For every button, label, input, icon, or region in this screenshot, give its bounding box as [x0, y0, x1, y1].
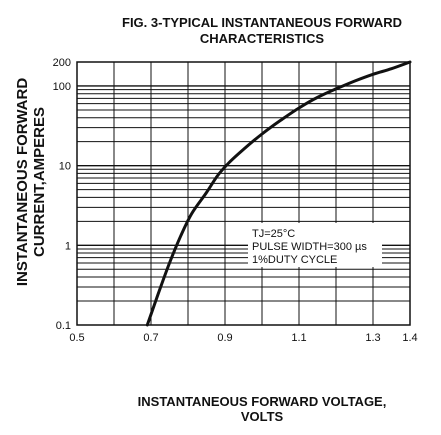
y-tick-label: 0.1 [56, 320, 71, 332]
y-tick-label: 200 [53, 57, 71, 69]
x-tick-label: 1.3 [365, 332, 380, 344]
x-axis-label-line-2: VOLTS [241, 409, 284, 424]
annotation-pulse-width: PULSE WIDTH=300 µs [252, 241, 367, 253]
annotation-box [248, 223, 382, 267]
x-tick-label: 0.5 [69, 332, 84, 344]
x-tick-label: 0.7 [143, 332, 158, 344]
x-axis-label-line-1: INSTANTANEOUS FORWARD VOLTAGE, [138, 394, 387, 409]
y-tick-labels: 0.1 1 10 100 200 [53, 57, 71, 332]
annotation-temperature: TJ=25°C [252, 228, 295, 240]
y-tick-label: 1 [65, 240, 71, 252]
x-tick-label: 1.1 [291, 332, 306, 344]
x-tick-label: 0.9 [217, 332, 232, 344]
grid [77, 62, 410, 325]
forward-current-curve [145, 60, 412, 327]
chart-title-line-2: CHARACTERISTICS [200, 31, 325, 46]
x-tick-labels: 0.5 0.7 0.9 1.1 1.3 1.4 [69, 332, 417, 344]
x-tick-label: 1.4 [402, 332, 417, 344]
chart-title-line-1: FIG. 3-TYPICAL INSTANTANEOUS FORWARD [122, 15, 402, 30]
y-axis-label-line-1: INSTANTANEOUS FORWARD [14, 78, 31, 286]
y-axis-label-line-2: CURRENT,AMPERES [31, 107, 48, 257]
plot-frame [76, 61, 411, 326]
y-tick-label: 100 [53, 81, 71, 93]
y-tick-label: 10 [59, 161, 71, 173]
annotation-duty-cycle: 1%DUTY CYCLE [252, 254, 337, 266]
